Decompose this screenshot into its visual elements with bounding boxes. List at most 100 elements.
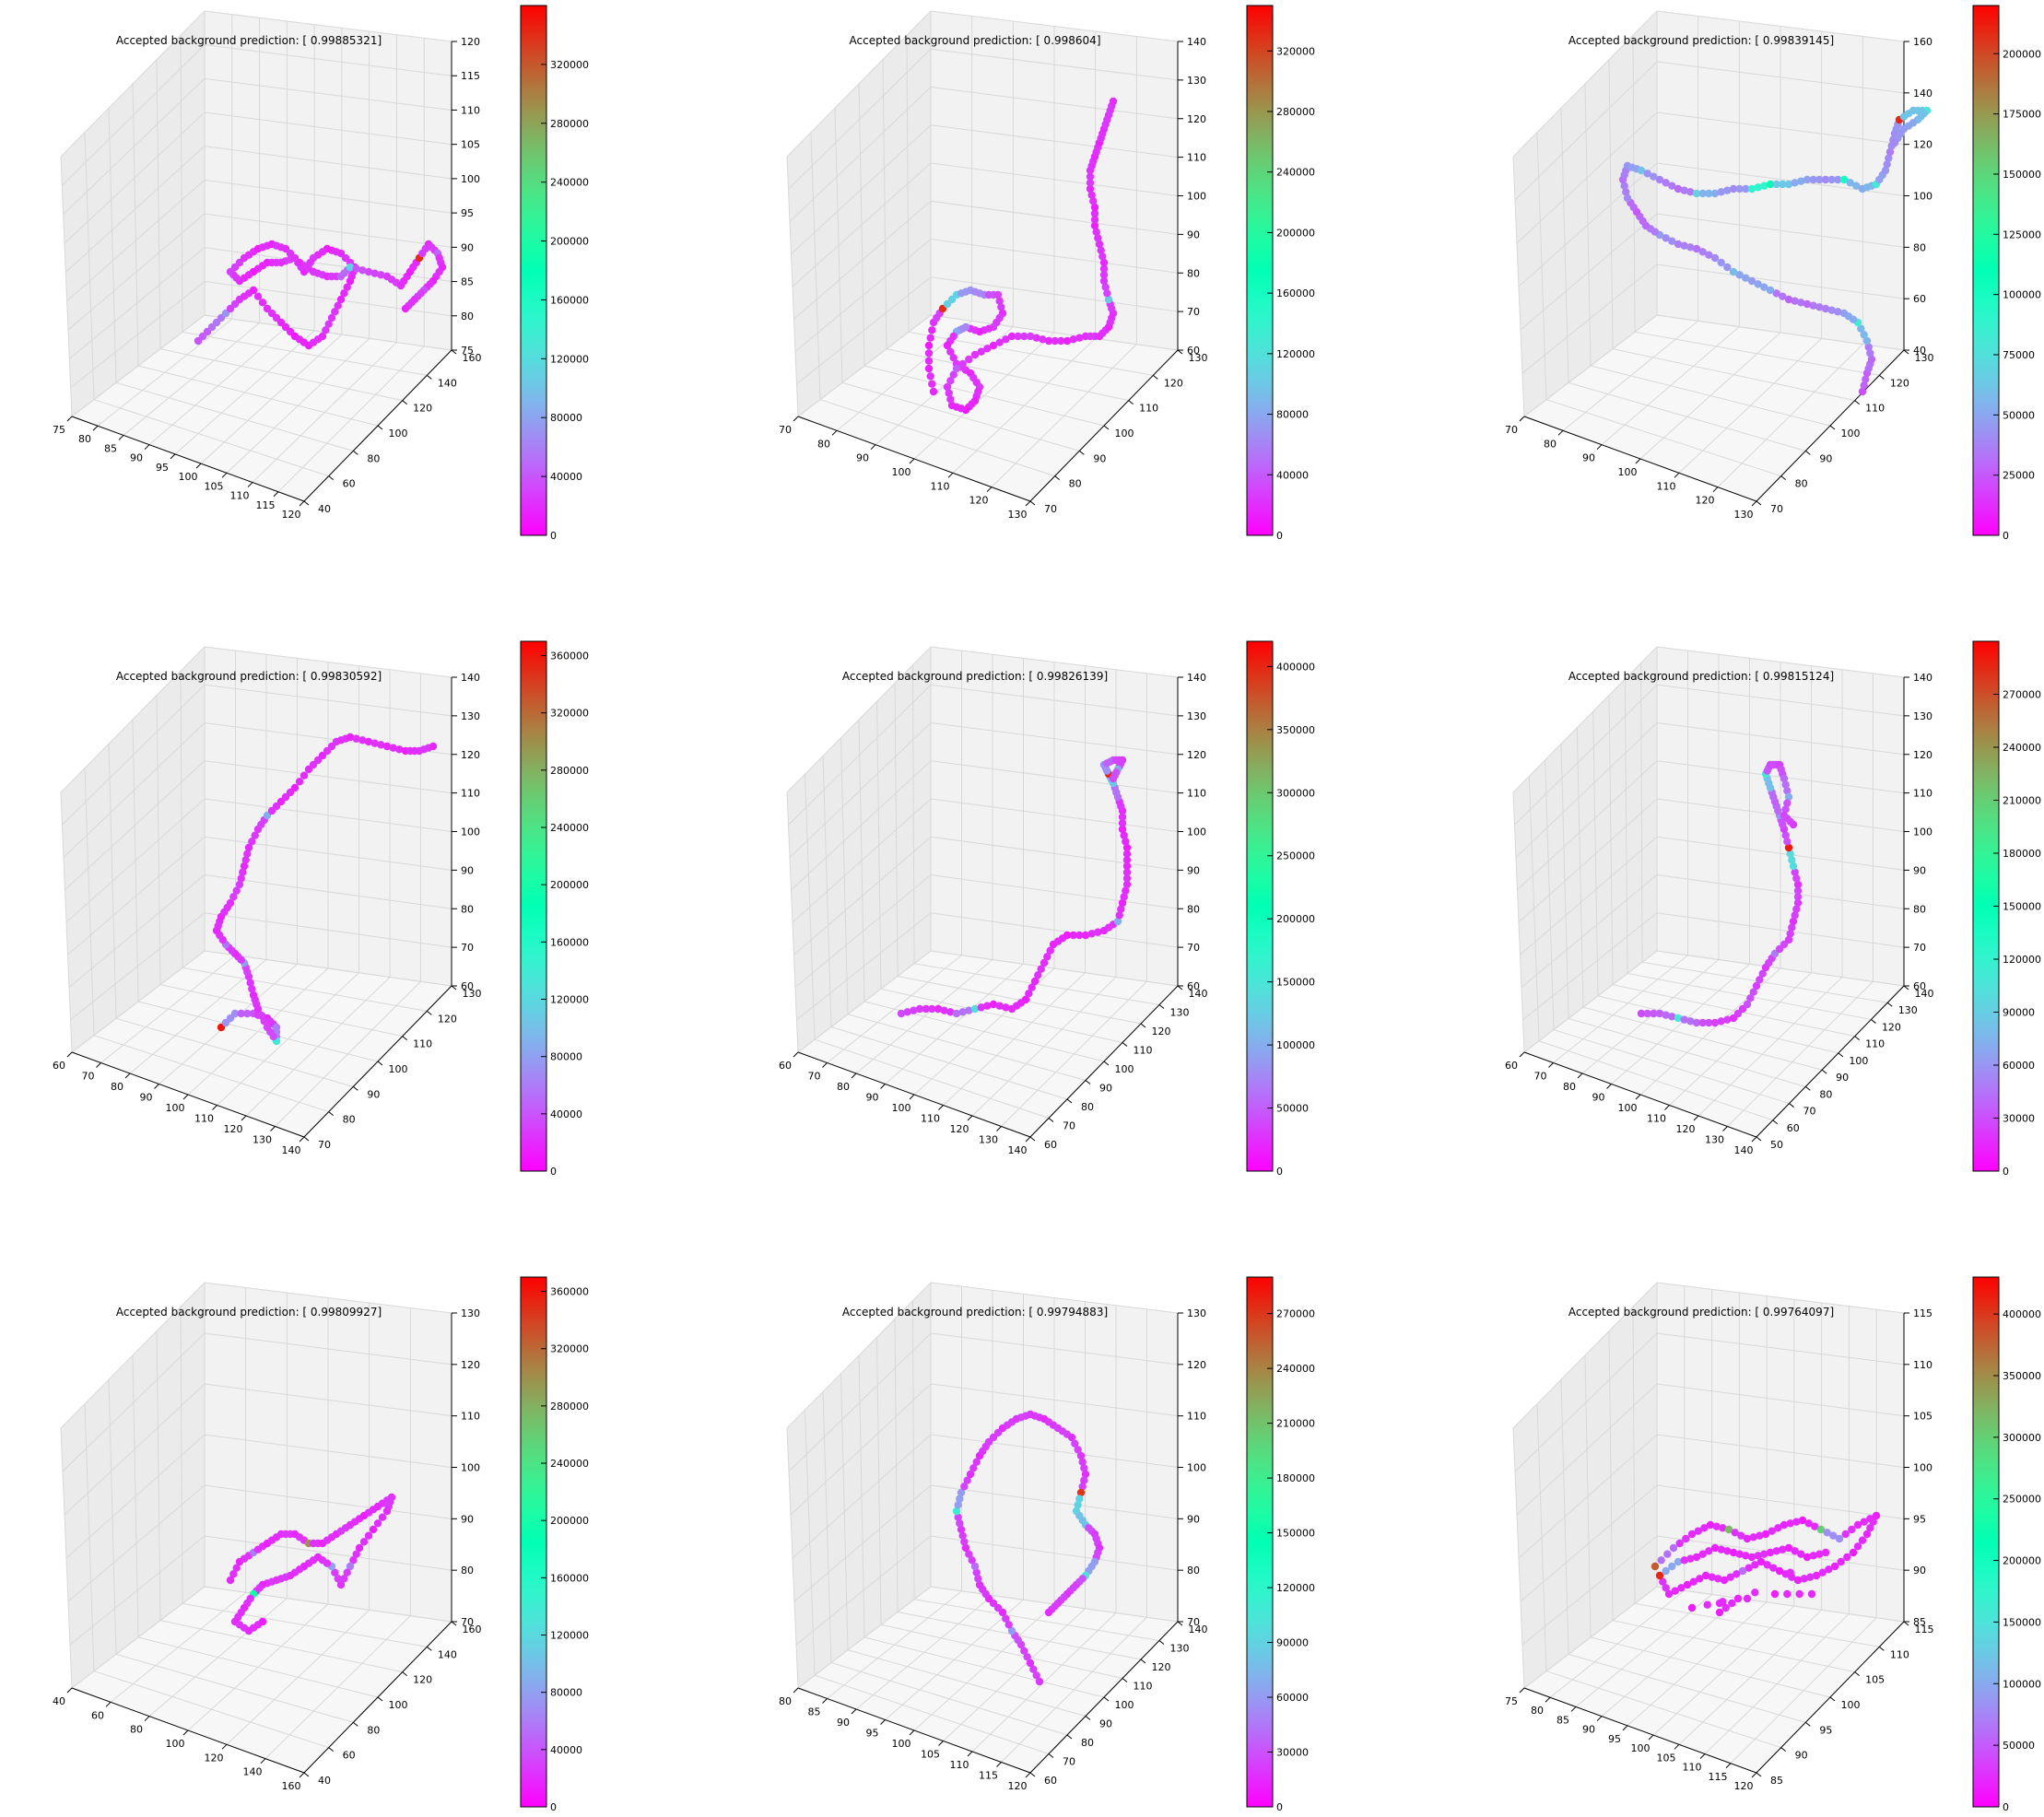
z-tick-label: 75	[461, 345, 474, 357]
data-point	[364, 267, 373, 276]
data-point	[1712, 1522, 1721, 1530]
colorbar-tick-label: 0	[2003, 1801, 2009, 1813]
colorbar-tick-label: 200000	[550, 1515, 589, 1527]
data-point	[1835, 1534, 1844, 1543]
data-point	[1751, 1561, 1759, 1569]
x-tick	[1545, 1696, 1551, 1703]
z-grid-line	[1512, 646, 1658, 793]
data-point	[1701, 1571, 1710, 1580]
y-tick-label: 90	[1093, 452, 1106, 464]
data-point	[995, 338, 1004, 346]
x-tick	[1725, 1763, 1732, 1769]
data-point	[1760, 283, 1768, 291]
data-point	[1118, 813, 1127, 821]
z-grid-line	[1656, 213, 1905, 248]
data-point	[1662, 1584, 1670, 1592]
z-tick-label: 60	[1913, 980, 1926, 992]
z-grid-line	[70, 280, 206, 389]
y-tick	[451, 349, 457, 355]
z-grid-line	[1656, 1535, 1905, 1571]
z-grid-line	[930, 950, 1179, 987]
x-tick	[212, 1105, 217, 1110]
data-point	[1860, 331, 1868, 339]
data-point	[947, 401, 957, 410]
y-tick	[402, 1671, 407, 1677]
y-tick-label: 130	[1915, 352, 1934, 364]
data-point	[1118, 819, 1127, 827]
y-tick-label: 130	[463, 988, 482, 1000]
y-tick-label: 140	[1915, 988, 1934, 1000]
x-tick-label: 90	[1582, 452, 1595, 464]
z-grid-line	[204, 836, 452, 871]
data-point	[1783, 838, 1791, 846]
data-point	[1662, 1011, 1670, 1019]
z-tick-label: 100	[1913, 191, 1932, 203]
z-grid-line	[204, 1586, 452, 1623]
y-grid-line	[863, 365, 1105, 427]
colorbar-tick-label: 160000	[550, 1572, 589, 1584]
subplot-4: 60 70 80 90 100 110 120 130 140 70 80 90 100 110 120 13…	[53, 640, 589, 1178]
x-tick	[870, 444, 876, 451]
chart-title: Accepted background prediction: [ 0.9982…	[842, 670, 1108, 683]
x-tick-label: 60	[91, 1709, 104, 1721]
y-tick	[1780, 1747, 1786, 1753]
data-point	[1028, 983, 1036, 991]
data-point	[401, 304, 410, 313]
x-tick	[195, 463, 202, 469]
data-point	[929, 387, 938, 396]
y-tick	[402, 1036, 407, 1041]
z-grid-line	[1520, 1484, 1658, 1602]
left-pane	[1513, 647, 1657, 1052]
data-point	[958, 359, 967, 369]
data-point	[1783, 799, 1791, 807]
data-point	[1751, 1588, 1759, 1597]
y-tick-label: 70	[1803, 1106, 1816, 1118]
y-tick	[1103, 425, 1110, 430]
data-point	[1809, 175, 1817, 184]
data-point	[1812, 1571, 1821, 1580]
x-tick-label: 100	[1618, 1102, 1638, 1114]
colorbar-tick-label: 150000	[2003, 169, 2041, 181]
left-pane	[787, 1283, 931, 1688]
colorbar-tick-label: 75000	[2003, 349, 2035, 361]
colorbar-tick-label: 200000	[1276, 227, 1315, 239]
y-grid-line	[1634, 1602, 1880, 1647]
colorbar-tick-label: 200000	[2003, 48, 2041, 60]
y-tick-label: 130	[1189, 352, 1208, 364]
data-point	[1723, 1015, 1732, 1024]
y-tick-label: 120	[1882, 1021, 1901, 1033]
data-point	[1080, 1464, 1088, 1472]
y-tick-label: 120	[413, 1674, 432, 1686]
z-grid-line	[65, 1434, 206, 1559]
y-tick	[1829, 425, 1836, 430]
data-point	[1872, 1511, 1881, 1520]
z-grid-line	[67, 1484, 206, 1602]
data-point	[1860, 381, 1868, 390]
x-tick-label: 80	[78, 433, 91, 445]
data-point	[1786, 1568, 1794, 1577]
z-grid-line	[69, 247, 206, 359]
data-point	[226, 1576, 235, 1585]
colorbar-tick-label: 270000	[2003, 689, 2041, 701]
y-grid-line	[137, 1636, 379, 1698]
x-tick-label: 110	[194, 1113, 214, 1125]
data-point	[1655, 1009, 1664, 1018]
y-grid-line	[159, 984, 403, 1037]
z-grid-line	[1656, 912, 1905, 948]
z-grid-line	[1518, 798, 1658, 923]
data-point	[1747, 184, 1756, 193]
x-tick	[831, 429, 838, 436]
y-grid-line	[93, 1035, 329, 1113]
data-point	[1797, 299, 1805, 307]
x-tick-label: 70	[779, 424, 792, 436]
z-tick-label: 100	[461, 826, 480, 838]
data-point	[1780, 1520, 1789, 1530]
data-point	[359, 1538, 369, 1546]
data-point	[946, 1008, 955, 1016]
data-point	[331, 308, 339, 316]
x-axis-line	[71, 416, 305, 502]
y-tick	[1079, 450, 1085, 455]
data-point	[1867, 355, 1876, 364]
data-point	[1674, 1014, 1683, 1023]
z-grid-line	[793, 836, 932, 955]
